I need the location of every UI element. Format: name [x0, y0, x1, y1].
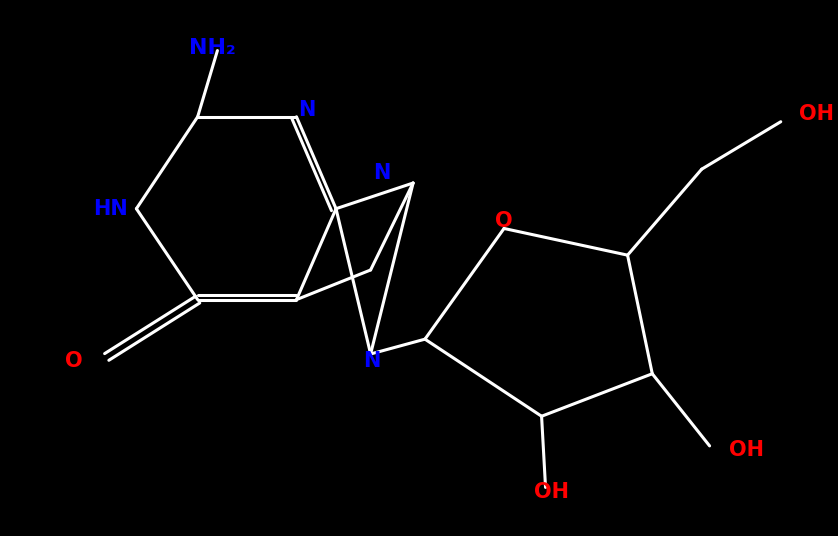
Text: O: O — [495, 211, 513, 230]
Text: N: N — [297, 100, 315, 120]
Text: O: O — [65, 351, 83, 371]
Text: OH: OH — [729, 440, 764, 460]
Text: NH₂: NH₂ — [189, 38, 235, 57]
Text: N: N — [373, 163, 391, 183]
Text: OH: OH — [799, 104, 834, 124]
Text: N: N — [363, 351, 380, 371]
Text: OH: OH — [534, 482, 569, 502]
Text: HN: HN — [93, 199, 128, 219]
